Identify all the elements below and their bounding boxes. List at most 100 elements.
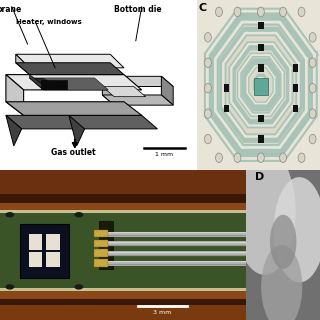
- Circle shape: [75, 284, 83, 290]
- Circle shape: [234, 153, 241, 163]
- Bar: [94, 230, 108, 237]
- Polygon shape: [6, 115, 22, 146]
- Circle shape: [309, 134, 316, 144]
- Text: Heater, windows: Heater, windows: [16, 19, 82, 25]
- Bar: [0, 299, 246, 305]
- Polygon shape: [6, 102, 142, 115]
- Circle shape: [234, 148, 296, 275]
- Circle shape: [204, 134, 211, 144]
- Text: Gas outlet: Gas outlet: [51, 148, 95, 156]
- Circle shape: [5, 212, 14, 217]
- Bar: [258, 115, 264, 123]
- Polygon shape: [247, 66, 275, 104]
- Polygon shape: [213, 19, 309, 151]
- Text: Bottom die: Bottom die: [114, 5, 162, 14]
- Circle shape: [274, 177, 320, 283]
- Circle shape: [204, 33, 211, 42]
- Circle shape: [5, 284, 14, 290]
- Polygon shape: [236, 50, 286, 119]
- Circle shape: [298, 7, 305, 17]
- Circle shape: [257, 7, 264, 17]
- Circle shape: [216, 7, 222, 17]
- Polygon shape: [242, 58, 280, 111]
- Bar: [0, 170, 246, 197]
- Polygon shape: [43, 78, 108, 90]
- Polygon shape: [242, 58, 280, 111]
- Circle shape: [75, 212, 83, 217]
- Polygon shape: [16, 63, 124, 75]
- Polygon shape: [224, 35, 297, 135]
- Polygon shape: [230, 43, 292, 127]
- Bar: [258, 135, 264, 143]
- Bar: [258, 22, 264, 29]
- Polygon shape: [224, 35, 297, 135]
- Polygon shape: [230, 43, 292, 127]
- Circle shape: [261, 245, 302, 320]
- Polygon shape: [161, 76, 173, 105]
- Polygon shape: [219, 27, 303, 143]
- Circle shape: [257, 153, 264, 163]
- Bar: [28, 235, 42, 250]
- Polygon shape: [247, 66, 275, 104]
- Polygon shape: [29, 78, 108, 90]
- Polygon shape: [102, 76, 114, 105]
- Polygon shape: [207, 11, 314, 158]
- Circle shape: [204, 109, 211, 118]
- Bar: [94, 240, 108, 247]
- Polygon shape: [102, 95, 173, 105]
- Polygon shape: [255, 77, 267, 92]
- Bar: [20, 224, 69, 278]
- Bar: [293, 105, 298, 112]
- Polygon shape: [69, 115, 84, 146]
- Circle shape: [204, 58, 211, 68]
- Circle shape: [309, 33, 316, 42]
- Text: C: C: [198, 3, 206, 12]
- Polygon shape: [207, 11, 314, 158]
- Bar: [46, 252, 60, 267]
- Bar: [258, 64, 264, 72]
- Circle shape: [204, 84, 211, 93]
- Text: brane: brane: [0, 5, 21, 14]
- Bar: [0, 210, 246, 213]
- Bar: [224, 84, 229, 92]
- Polygon shape: [29, 75, 43, 90]
- Circle shape: [309, 84, 316, 93]
- Bar: [258, 44, 264, 51]
- Circle shape: [298, 153, 305, 163]
- Bar: [0, 302, 246, 320]
- Bar: [94, 249, 108, 257]
- Bar: [0, 203, 246, 210]
- Circle shape: [270, 215, 296, 269]
- Bar: [41, 80, 67, 89]
- Circle shape: [216, 153, 222, 163]
- Polygon shape: [16, 54, 29, 75]
- Circle shape: [309, 58, 316, 68]
- Text: 1 mm: 1 mm: [155, 152, 173, 157]
- Polygon shape: [6, 75, 24, 115]
- Polygon shape: [253, 74, 269, 96]
- Text: D: D: [255, 172, 265, 182]
- Polygon shape: [16, 54, 124, 68]
- Polygon shape: [219, 27, 303, 143]
- Polygon shape: [102, 76, 173, 86]
- Bar: [0, 288, 246, 292]
- Polygon shape: [6, 115, 157, 129]
- Bar: [46, 235, 60, 250]
- Polygon shape: [6, 75, 142, 90]
- Bar: [0, 292, 246, 299]
- Polygon shape: [236, 50, 286, 119]
- Bar: [293, 84, 298, 92]
- Circle shape: [234, 7, 241, 17]
- Bar: [28, 252, 42, 267]
- Polygon shape: [213, 19, 309, 151]
- Circle shape: [280, 7, 286, 17]
- Bar: [99, 221, 113, 269]
- Bar: [224, 105, 229, 112]
- Bar: [0, 194, 246, 203]
- Bar: [94, 259, 108, 267]
- Text: 3 mm: 3 mm: [154, 310, 172, 315]
- Polygon shape: [102, 86, 146, 97]
- Bar: [293, 64, 298, 72]
- Circle shape: [280, 153, 286, 163]
- Bar: [0, 210, 246, 292]
